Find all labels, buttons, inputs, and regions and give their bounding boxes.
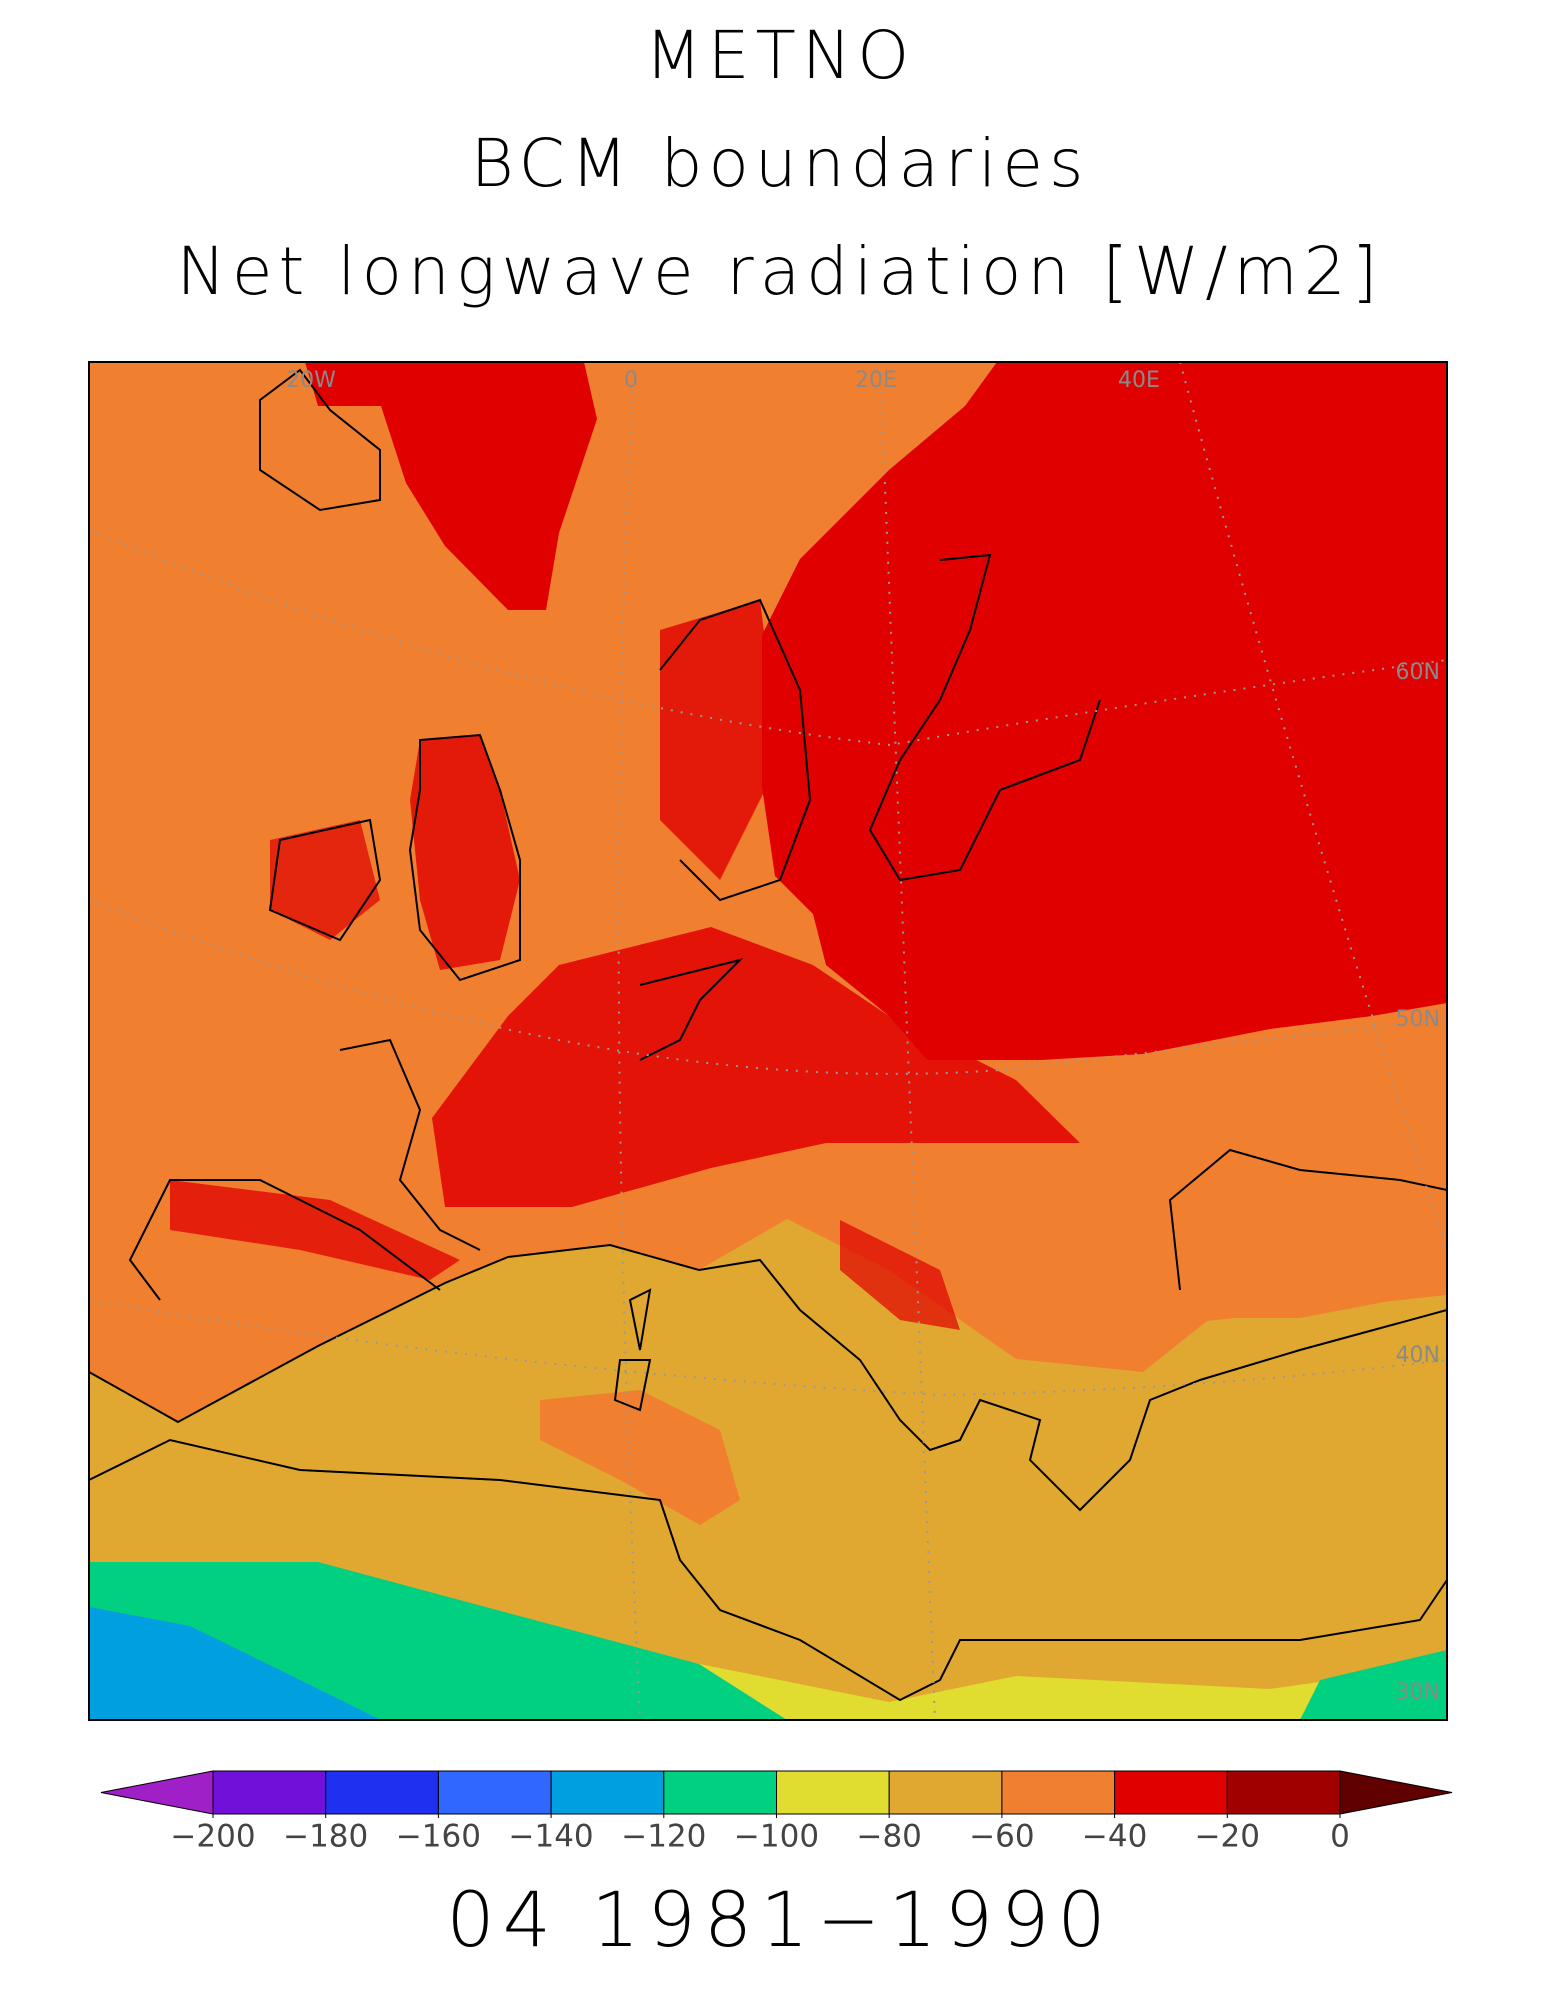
field-region bbox=[305, 362, 597, 610]
map-frame bbox=[88, 361, 1448, 1721]
colorbar-box bbox=[437, 1770, 552, 1815]
colorbar-box bbox=[663, 1770, 777, 1815]
colorbar-box bbox=[888, 1770, 1003, 1815]
grid-label: 40E bbox=[1118, 368, 1160, 393]
title-line: Net longwave radiation [W/m2] bbox=[177, 233, 1384, 310]
grid-label: 20E bbox=[855, 368, 897, 393]
colorbar-tick-label: −100 bbox=[734, 1819, 819, 1855]
field-region bbox=[540, 1390, 740, 1525]
colorbar-tick-label: 0 bbox=[1330, 1819, 1350, 1855]
field-region bbox=[1300, 1650, 1447, 1720]
field-region bbox=[432, 927, 1080, 1207]
colorbar-box bbox=[1114, 1770, 1228, 1815]
colorbar-box bbox=[550, 1770, 665, 1815]
colorbar-extension bbox=[1339, 1770, 1453, 1815]
colorbar-box bbox=[1001, 1770, 1116, 1815]
grid-label: 60N bbox=[1396, 660, 1440, 685]
colorbar-tick-label: −140 bbox=[509, 1819, 594, 1855]
grid-label: 40N bbox=[1396, 1343, 1440, 1368]
colorbar: −200 −180 −160 −140 −120 −100 −80 −60 −40 −20 0 bbox=[100, 1770, 1453, 1855]
field-region bbox=[270, 820, 380, 940]
coastlines bbox=[89, 368, 1447, 1702]
colorbar-box bbox=[212, 1770, 327, 1815]
grid-label: 50N bbox=[1396, 1007, 1440, 1032]
field-region bbox=[660, 600, 780, 880]
colorbar-box bbox=[776, 1770, 890, 1815]
map bbox=[89, 362, 1447, 1720]
colorbar-tick-label: −200 bbox=[170, 1819, 255, 1855]
colorbar-tick-label: −60 bbox=[969, 1819, 1034, 1855]
colorbar-tick-label: −80 bbox=[856, 1819, 921, 1855]
grid-label: 0 bbox=[624, 368, 638, 393]
grid-label: 20W bbox=[286, 368, 336, 393]
title-line: METNO bbox=[645, 17, 915, 94]
field-region bbox=[762, 362, 1447, 1060]
grid-label: 30N bbox=[1396, 1680, 1440, 1705]
colorbar-tick-label: −180 bbox=[283, 1819, 368, 1855]
title-line: BCM boundaries bbox=[471, 125, 1090, 202]
field-region bbox=[410, 735, 520, 970]
colorbar-box bbox=[325, 1770, 439, 1815]
field-region bbox=[89, 1607, 381, 1720]
field-region bbox=[840, 1220, 960, 1330]
footer: 04 1981−1990 bbox=[446, 1875, 1113, 1964]
field-region bbox=[89, 1219, 1447, 1702]
colorbar-extension bbox=[100, 1770, 214, 1815]
field-region bbox=[170, 1180, 460, 1280]
colorbar-tick-label: −160 bbox=[396, 1819, 481, 1855]
colorbar-box bbox=[1226, 1770, 1341, 1815]
colorbar-tick-label: −20 bbox=[1195, 1819, 1260, 1855]
colorbar-tick-label: −120 bbox=[621, 1819, 706, 1855]
colorbar-tick-label: −40 bbox=[1082, 1819, 1147, 1855]
graticule bbox=[89, 362, 1447, 1720]
